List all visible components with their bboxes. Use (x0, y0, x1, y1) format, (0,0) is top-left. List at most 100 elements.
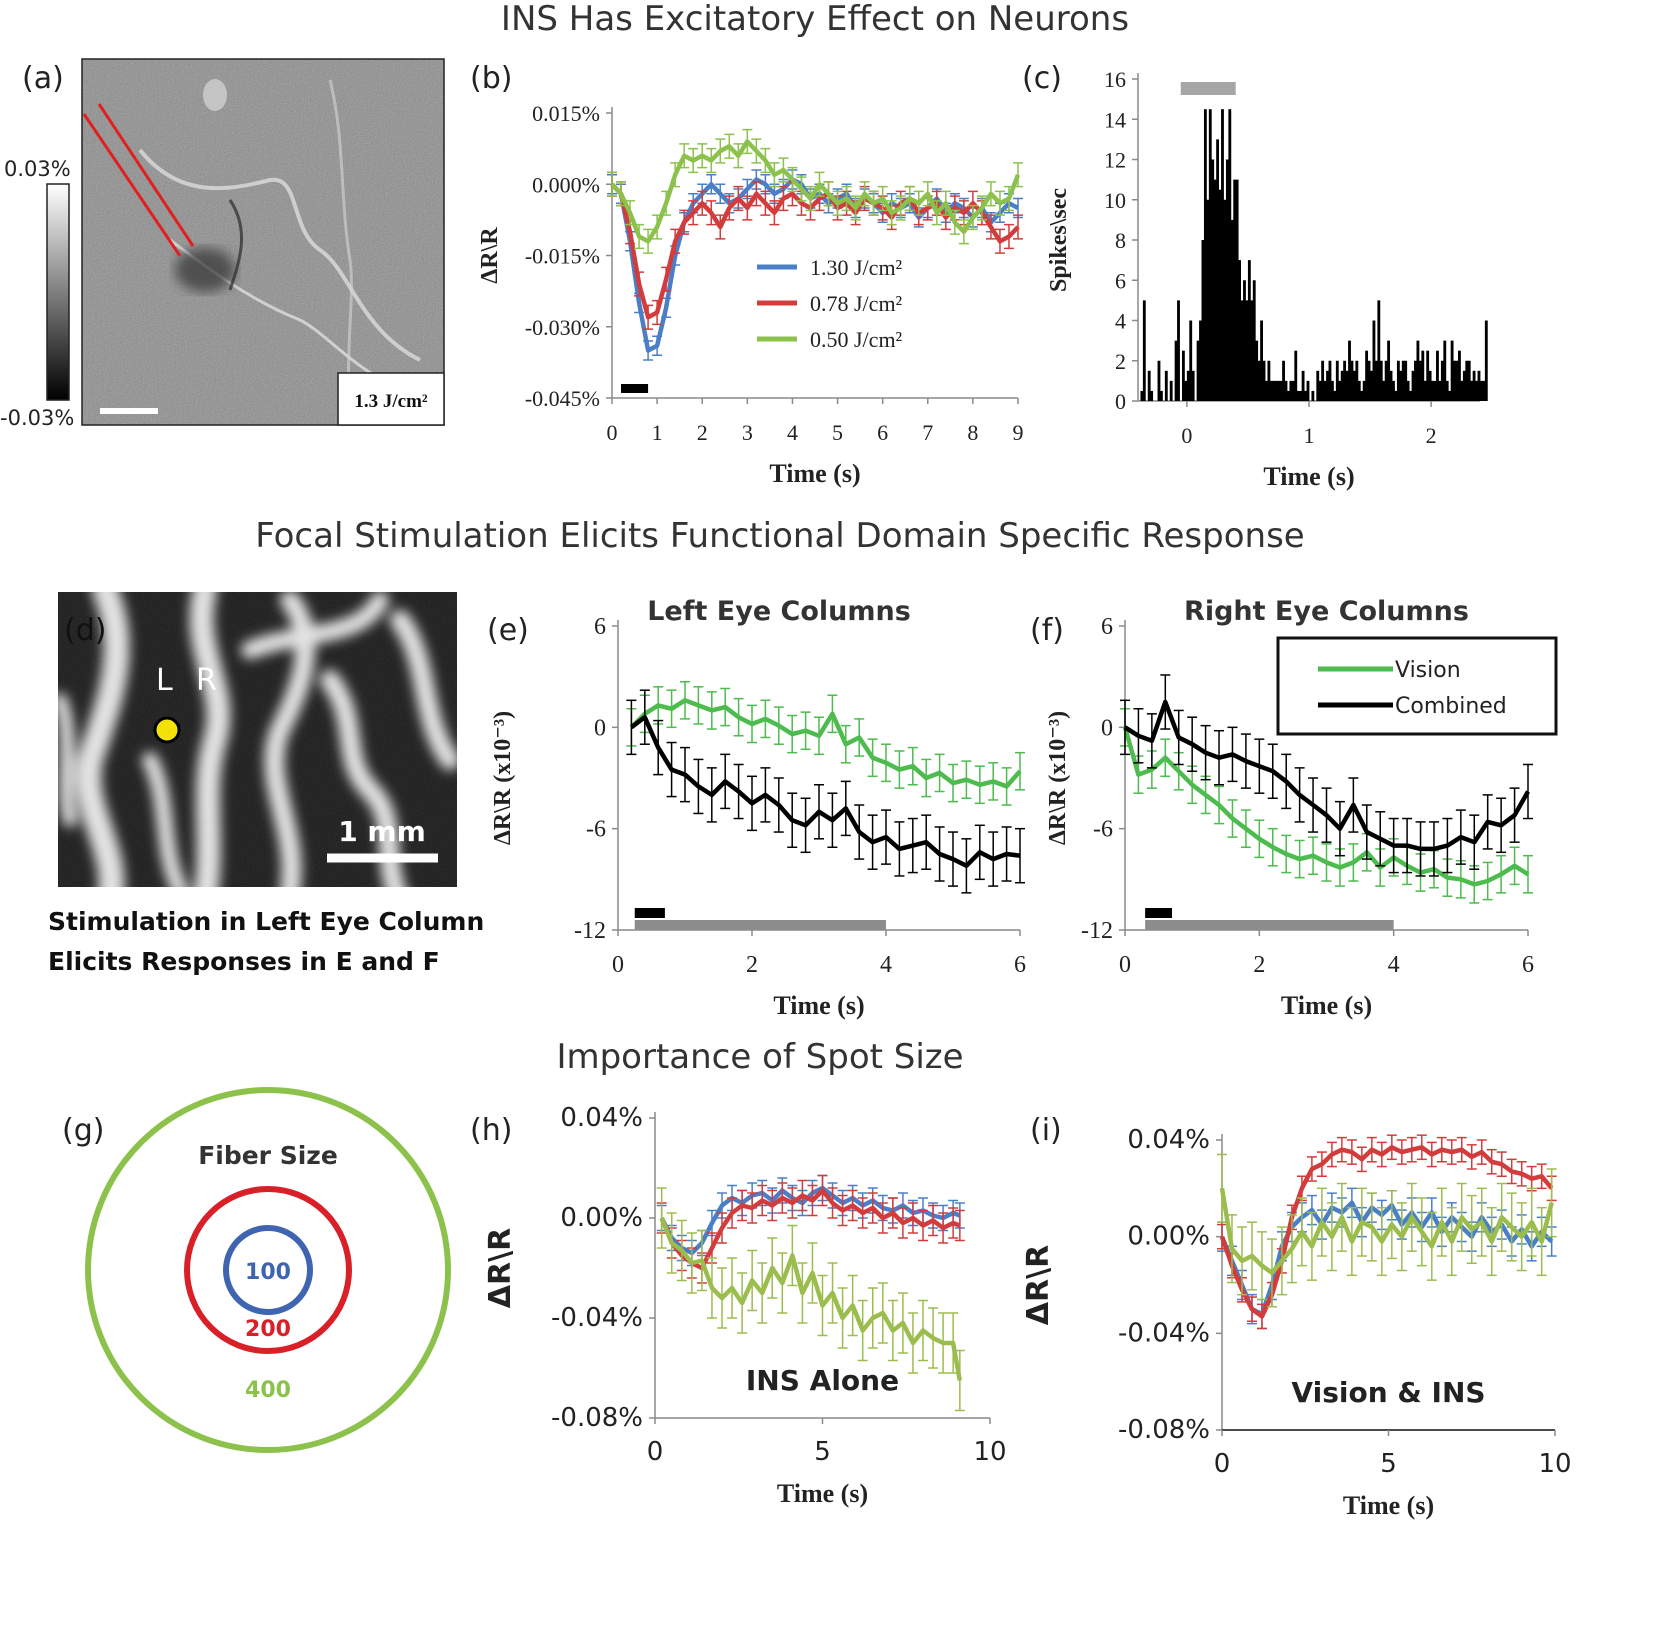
marker-R: R (196, 663, 217, 698)
histogram-bar (1480, 380, 1483, 401)
x-tick-label: 0 (647, 1437, 664, 1467)
x-tick-label: 4 (1388, 952, 1400, 978)
histogram-bar (1416, 340, 1420, 401)
histogram-bar (1311, 390, 1315, 401)
x-tick-label: 6 (1522, 952, 1534, 978)
chart-title: Right Eye Columns (1184, 596, 1469, 627)
series-line-series-1 (1219, 1145, 1554, 1319)
histogram-bar (1370, 370, 1373, 401)
x-tick-label: 3 (742, 420, 753, 445)
histogram-bar (1245, 300, 1249, 401)
x-tick-label: 10 (973, 1437, 1006, 1467)
x-axis-label: Time (s) (1281, 991, 1372, 1020)
histogram-bar (1301, 370, 1305, 401)
y-tick-label: 12 (1104, 148, 1126, 173)
x-tick-label: 2 (1253, 952, 1265, 978)
x-tick-label: 2 (1426, 423, 1437, 448)
histogram-bar (1326, 370, 1329, 401)
histogram-bar (1355, 360, 1359, 401)
panel-c-label: (c) (1022, 61, 1062, 96)
histogram-bar (1423, 380, 1427, 401)
y-tick-label: -0.045% (525, 386, 600, 411)
x-tick-label: 6 (877, 420, 888, 445)
histogram-bar (1440, 360, 1444, 401)
chart-annotation: INS Alone (746, 1364, 899, 1397)
marker-L: L (156, 663, 173, 698)
histogram-bar (1352, 370, 1356, 401)
histogram-bar (1401, 360, 1405, 401)
visual-stimulus-bar (1145, 920, 1394, 930)
y-tick-label: 0.04% (1127, 1125, 1210, 1155)
legend-label: 0.78 J/cm² (810, 291, 903, 316)
x-tick-label: 7 (922, 420, 933, 445)
histogram-bar (1443, 340, 1447, 401)
y-tick-label: 6 (594, 614, 606, 640)
histogram-bar (1330, 380, 1334, 401)
x-tick-label: 5 (814, 1437, 831, 1467)
histogram-bar (1467, 360, 1471, 401)
x-tick-label: 0 (1119, 952, 1131, 978)
section-title-top: INS Has Excitatory Effect on Neurons (501, 0, 1129, 39)
histogram-bar (1484, 320, 1488, 401)
histogram-bar (1279, 380, 1283, 401)
panel-b-label: (b) (470, 61, 512, 96)
histogram-bar (1218, 189, 1222, 401)
histogram-bar (1150, 390, 1154, 401)
histogram-bar (1216, 139, 1220, 401)
histogram-bar (1350, 360, 1354, 401)
panel-g-label: (g) (62, 1113, 104, 1148)
x-axis-label: Time (s) (773, 991, 864, 1020)
y-tick-label: 0.04% (560, 1103, 643, 1133)
histogram-bar (1294, 350, 1298, 401)
histogram-bar (1269, 380, 1273, 401)
histogram-bar (1338, 380, 1342, 401)
y-tick-label: 0.015% (532, 101, 600, 126)
histogram-bar (1345, 370, 1349, 401)
histogram-bar (1177, 300, 1180, 401)
histogram-bar (1340, 370, 1344, 401)
histogram-bar (1247, 260, 1251, 401)
histogram-bar (1181, 350, 1185, 401)
histogram-bar (1184, 380, 1188, 401)
histogram-bar (1455, 360, 1459, 401)
y-tick-label: 4 (1115, 309, 1126, 334)
histogram-bar (1414, 360, 1417, 401)
histogram-bar (1406, 380, 1410, 401)
y-axis-label: ΔR\R (x10⁻³) (490, 711, 516, 845)
y-tick-label: -0.030% (525, 315, 600, 340)
chart-title: Left Eye Columns (647, 596, 911, 627)
chart-b: (b) 0.015% 0.000% -0.015% -0.030% -0.045% 0 1 2 3… (470, 61, 1024, 488)
y-tick-label: -0.08% (551, 1403, 643, 1433)
histogram-bar (1230, 219, 1234, 401)
series-line-series-1 (659, 1188, 961, 1271)
histogram-bar (1201, 240, 1205, 401)
x-tick-label: 2 (697, 420, 708, 445)
histogram-bar (1321, 360, 1325, 401)
legend-label: Combined (1395, 694, 1507, 719)
histogram-bar (1255, 340, 1259, 401)
panel-d-image (58, 592, 457, 887)
y-tick-label: 6 (1115, 268, 1126, 293)
histogram-bar (1316, 370, 1320, 401)
x-tick-label: 0 (607, 420, 618, 445)
histogram-bar (1223, 199, 1227, 401)
stimulus-bar (621, 384, 649, 393)
histogram-bar (1157, 360, 1161, 401)
series-line-series-2 (659, 1217, 963, 1381)
y-tick-label: 16 (1104, 67, 1126, 92)
series-line-vision (629, 698, 1022, 789)
histogram-bar (1343, 360, 1347, 401)
histogram-bar (1453, 360, 1456, 401)
histogram-bar (1438, 380, 1442, 401)
histogram-bar (1394, 390, 1398, 401)
y-axis-label: ΔR\R (477, 227, 503, 284)
x-tick-label: 10 (1538, 1449, 1571, 1479)
panel-h-label: (h) (470, 1113, 512, 1148)
histogram-bar (1460, 380, 1464, 401)
y-tick-label: -0.08% (1118, 1415, 1210, 1445)
chart-annotation: Vision & INS (1291, 1376, 1485, 1409)
panel-a: (a) 1.3 J/cm² 0.03% -0.03% (0, 58, 445, 430)
histogram-bar (1191, 370, 1195, 401)
histogram-bar (1462, 370, 1466, 401)
